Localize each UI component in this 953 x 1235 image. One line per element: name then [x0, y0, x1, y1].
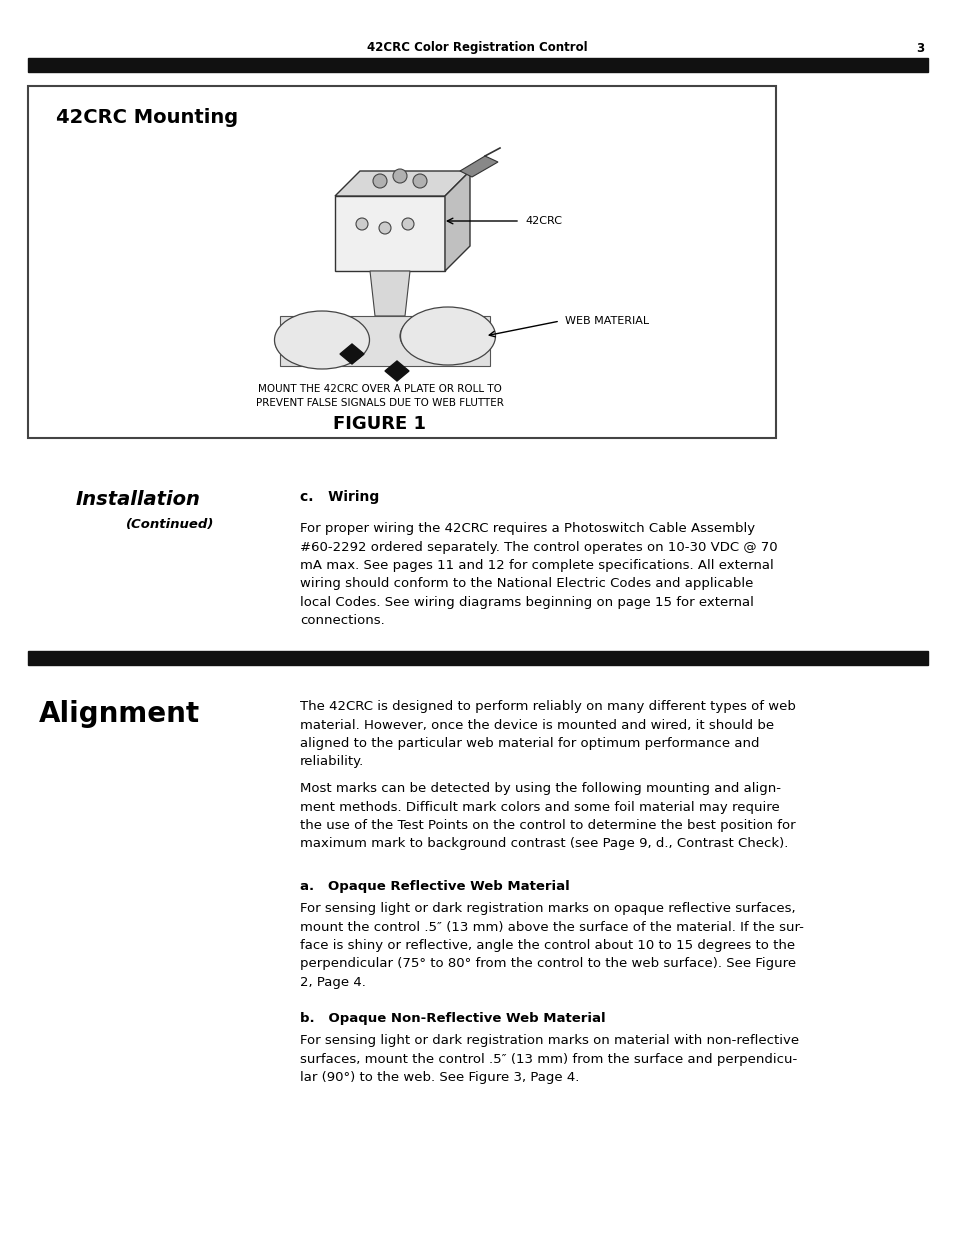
- Text: FIGURE 1: FIGURE 1: [334, 415, 426, 433]
- Ellipse shape: [274, 316, 365, 366]
- Text: The 42CRC is designed to perform reliably on many different types of web
materia: The 42CRC is designed to perform reliabl…: [299, 700, 795, 768]
- Ellipse shape: [400, 308, 495, 366]
- Circle shape: [378, 222, 391, 233]
- Text: Alignment: Alignment: [39, 700, 200, 727]
- Text: (Continued): (Continued): [126, 517, 214, 531]
- Text: MOUNT THE 42CRC OVER A PLATE OR ROLL TO
PREVENT FALSE SIGNALS DUE TO WEB FLUTTER: MOUNT THE 42CRC OVER A PLATE OR ROLL TO …: [255, 384, 503, 408]
- Text: 3: 3: [915, 42, 923, 54]
- Ellipse shape: [274, 311, 369, 369]
- Polygon shape: [444, 170, 470, 270]
- Polygon shape: [370, 270, 410, 316]
- Text: For sensing light or dark registration marks on opaque reflective surfaces,
moun: For sensing light or dark registration m…: [299, 902, 803, 989]
- Polygon shape: [339, 345, 364, 364]
- Text: WEB MATERIAL: WEB MATERIAL: [564, 316, 648, 326]
- Polygon shape: [335, 196, 444, 270]
- Ellipse shape: [399, 311, 490, 361]
- Text: 42CRC: 42CRC: [524, 216, 561, 226]
- Circle shape: [393, 169, 407, 183]
- Text: For proper wiring the 42CRC requires a Photoswitch Cable Assembly
#60-2292 order: For proper wiring the 42CRC requires a P…: [299, 522, 777, 627]
- Circle shape: [373, 174, 387, 188]
- Bar: [28, 86, 775, 438]
- Polygon shape: [280, 316, 490, 366]
- Bar: [28, 651, 927, 664]
- Text: 42CRC Mounting: 42CRC Mounting: [56, 107, 238, 127]
- Circle shape: [401, 219, 414, 230]
- Text: a.   Opaque Reflective Web Material: a. Opaque Reflective Web Material: [299, 881, 569, 893]
- Circle shape: [355, 219, 368, 230]
- Text: 42CRC Color Registration Control: 42CRC Color Registration Control: [366, 42, 587, 54]
- Text: c.   Wiring: c. Wiring: [299, 490, 379, 504]
- Polygon shape: [335, 170, 470, 196]
- Bar: [28, 58, 927, 72]
- Text: Installation: Installation: [75, 490, 200, 509]
- Text: For sensing light or dark registration marks on material with non-reflective
sur: For sensing light or dark registration m…: [299, 1034, 799, 1084]
- Circle shape: [413, 174, 427, 188]
- Polygon shape: [385, 361, 409, 382]
- Polygon shape: [459, 156, 497, 177]
- Text: Most marks can be detected by using the following mounting and align-
ment metho: Most marks can be detected by using the …: [299, 782, 795, 851]
- Text: b.   Opaque Non-Reflective Web Material: b. Opaque Non-Reflective Web Material: [299, 1011, 605, 1025]
